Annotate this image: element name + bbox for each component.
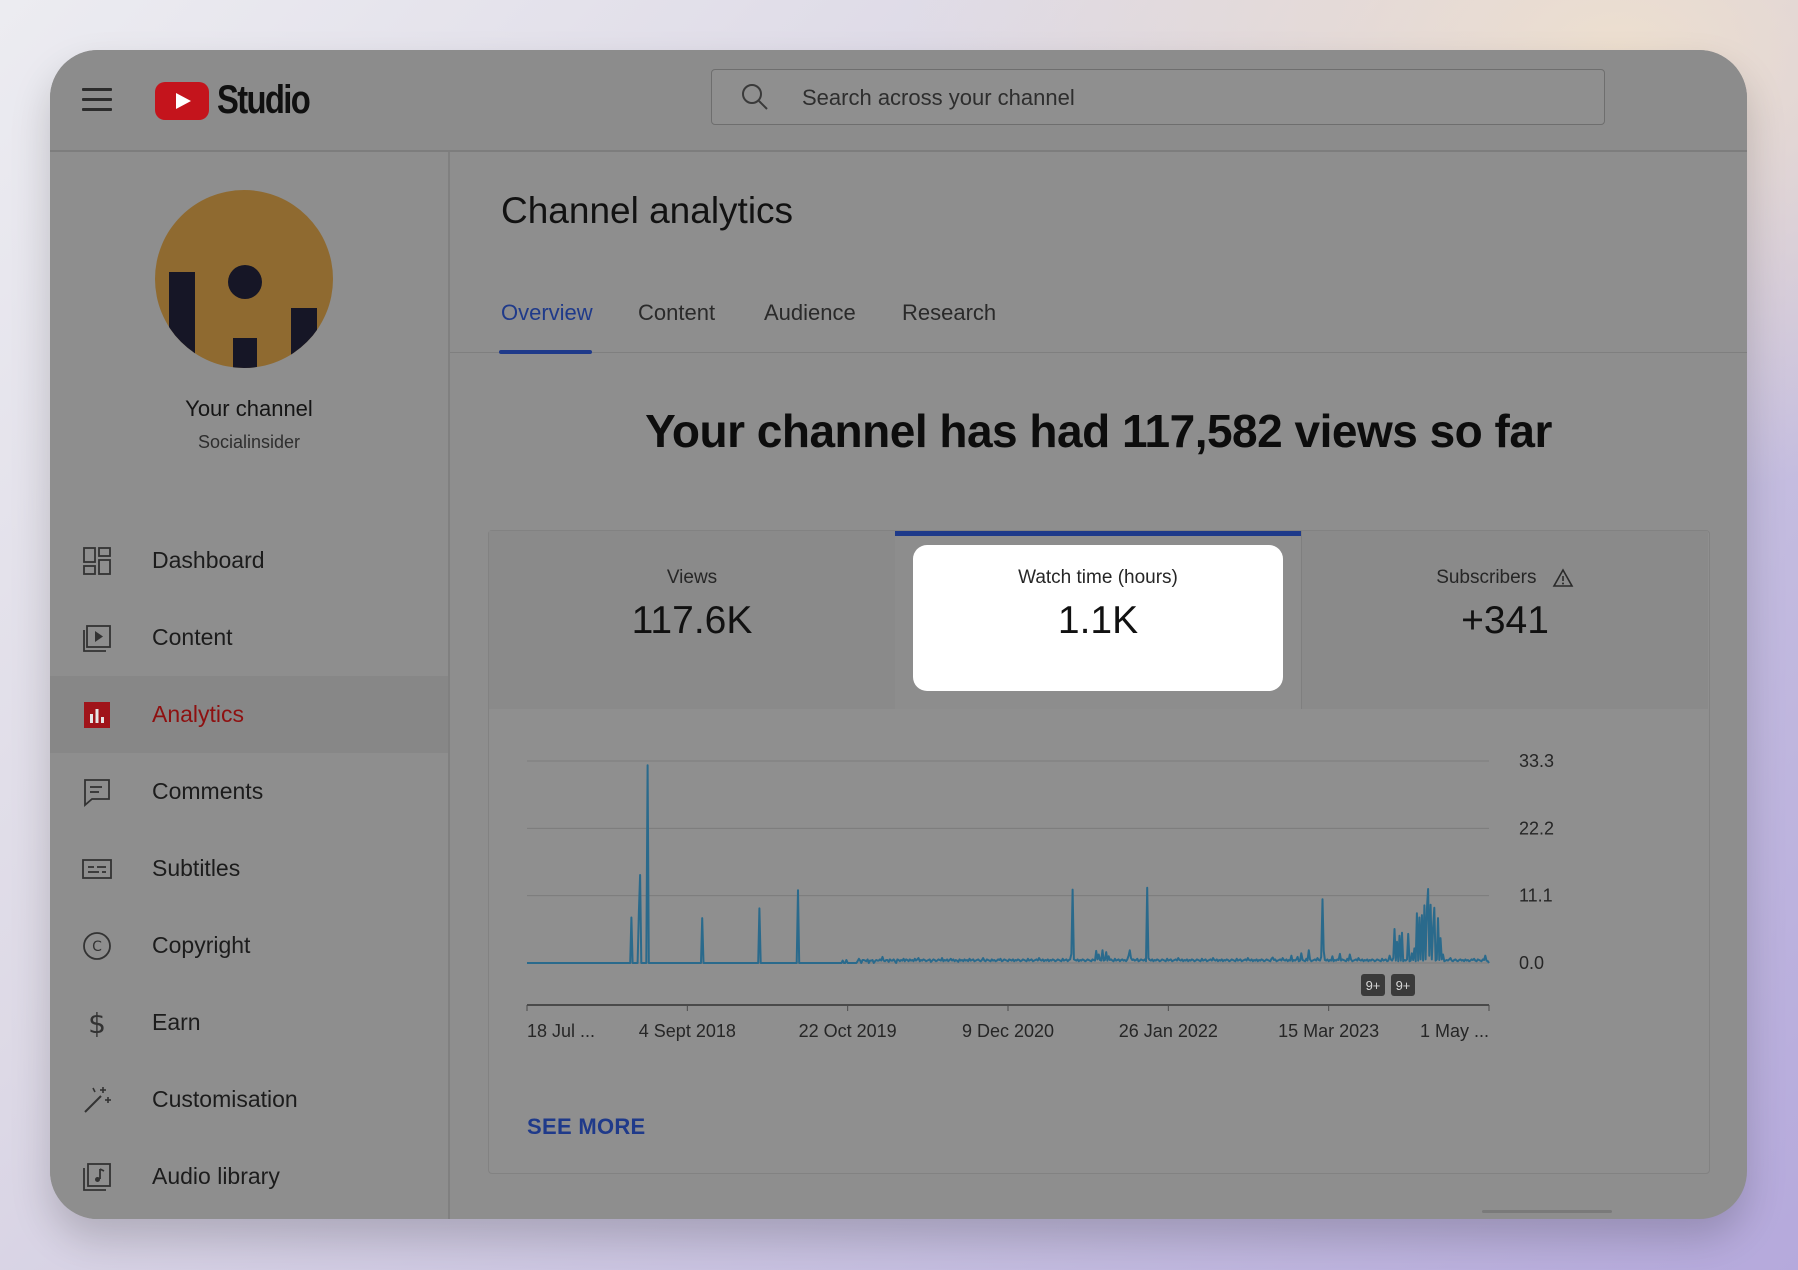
views-headline: Your channel has had 117,582 views so fa… bbox=[645, 405, 1552, 457]
sidebar-item-customisation[interactable]: Customisation bbox=[50, 1061, 448, 1138]
x-tick-label: 4 Sept 2018 bbox=[639, 1021, 736, 1041]
customisation-icon bbox=[80, 1083, 114, 1117]
search-bar[interactable] bbox=[711, 69, 1605, 125]
warning-icon[interactable] bbox=[1552, 568, 1574, 588]
search-icon bbox=[742, 84, 768, 110]
page-title: Channel analytics bbox=[501, 190, 794, 231]
sidebar-item-subtitles[interactable]: Subtitles bbox=[50, 830, 448, 907]
sidebar-item-content[interactable]: Content bbox=[50, 599, 448, 676]
menu-icon[interactable] bbox=[82, 88, 112, 112]
series-line bbox=[527, 764, 1490, 964]
sidebar-item-label: Audio library bbox=[152, 1163, 280, 1189]
comments-icon bbox=[80, 775, 114, 809]
metric-label: Views bbox=[666, 567, 718, 588]
annotation-label: 9+ bbox=[1396, 978, 1411, 993]
sidebar-nav: Dashboard Content Analytics Comments bbox=[50, 522, 448, 1215]
logo-text: Studio bbox=[217, 78, 311, 122]
x-tick-label: 22 Oct 2019 bbox=[799, 1021, 897, 1041]
metric-value: 117.6K bbox=[631, 599, 753, 642]
metric-value: 1.1K bbox=[1057, 599, 1139, 642]
dashboard-icon bbox=[80, 544, 114, 578]
y-tick-label: 11.1 bbox=[1519, 886, 1553, 906]
metric-label: Subscribers bbox=[1436, 567, 1537, 588]
metric-highlight bbox=[913, 545, 1283, 691]
audio-library-icon bbox=[80, 1160, 114, 1194]
youtube-play-icon bbox=[155, 81, 209, 120]
channel-avatar[interactable] bbox=[155, 190, 333, 368]
tab-research[interactable]: Research bbox=[902, 300, 997, 325]
selected-metric-indicator bbox=[895, 531, 1301, 536]
sidebar-item-label: Earn bbox=[152, 1009, 201, 1035]
metric-value: +341 bbox=[1461, 599, 1549, 642]
x-tick-label: 9 Dec 2020 bbox=[962, 1021, 1054, 1041]
subtitles-icon bbox=[80, 852, 114, 886]
tab-overview[interactable]: Overview bbox=[501, 300, 593, 325]
sidebar-item-label: Subtitles bbox=[152, 855, 241, 881]
sidebar-item-label: Analytics bbox=[152, 701, 245, 727]
sidebar-item-label: Comments bbox=[152, 778, 264, 804]
watch-time-chart: 33.3 22.2 11.1 0.0 18 Jul ... 4 Sept 2018 22 O… bbox=[526, 751, 1554, 1041]
sidebar-item-earn[interactable]: $ Earn bbox=[50, 984, 448, 1061]
analytics-tabs: Overview Content Audience Research bbox=[450, 272, 1747, 353]
tab-audience[interactable]: Audience bbox=[764, 300, 856, 325]
sidebar-item-comments[interactable]: Comments bbox=[50, 753, 448, 830]
scroll-indicator bbox=[1482, 1210, 1612, 1213]
earn-icon: $ bbox=[80, 1006, 114, 1040]
channel-name: Your channel bbox=[185, 396, 313, 421]
x-tick-label: 15 Mar 2023 bbox=[1278, 1021, 1379, 1041]
y-tick-label: 0.0 bbox=[1519, 953, 1544, 973]
sidebar-item-label: Customisation bbox=[152, 1086, 298, 1112]
svg-text:C: C bbox=[92, 939, 102, 955]
metric-views[interactable]: Views 117.6K bbox=[489, 531, 896, 709]
content-icon bbox=[80, 621, 114, 655]
sidebar-item-dashboard[interactable]: Dashboard bbox=[50, 522, 448, 599]
sidebar-item-label: Content bbox=[152, 624, 233, 650]
top-header: Studio bbox=[50, 50, 1747, 152]
sidebar-item-label: Dashboard bbox=[152, 547, 265, 573]
sidebar-item-analytics[interactable]: Analytics bbox=[50, 676, 448, 753]
annotation-badge bbox=[1361, 974, 1385, 996]
see-more-link[interactable]: SEE MORE bbox=[527, 1114, 646, 1139]
main-content: Channel analytics Overview Content Audie… bbox=[450, 152, 1747, 1219]
annotation-label: 9+ bbox=[1366, 978, 1381, 993]
sidebar-item-label: Copyright bbox=[152, 932, 251, 958]
x-tick-label: 26 Jan 2022 bbox=[1119, 1021, 1218, 1041]
svg-text:$: $ bbox=[88, 1007, 106, 1039]
channel-handle: Socialinsider bbox=[197, 432, 301, 452]
copyright-icon: C bbox=[80, 929, 114, 963]
metric-subscribers[interactable]: Subscribers +341 bbox=[1301, 531, 1708, 709]
sidebar-item-copyright[interactable]: C Copyright bbox=[50, 907, 448, 984]
y-tick-label: 33.3 bbox=[1519, 751, 1554, 771]
metric-label-wrap: Subscribers bbox=[1302, 567, 1708, 589]
sidebar-item-audio-library[interactable]: Audio library bbox=[50, 1138, 448, 1215]
sidebar: Your channel Socialinsider Dashboard Con… bbox=[50, 152, 450, 1219]
tab-content[interactable]: Content bbox=[638, 300, 716, 325]
studio-logo[interactable]: Studio bbox=[155, 78, 329, 123]
x-tick-label: 1 May ... bbox=[1420, 1021, 1489, 1041]
search-input[interactable] bbox=[800, 80, 1564, 116]
metric-watch-time[interactable]: Watch time (hours) 1.1K bbox=[895, 531, 1301, 709]
annotation-badge bbox=[1391, 974, 1415, 996]
metric-label: Watch time (hours) bbox=[1018, 567, 1178, 588]
analytics-icon bbox=[80, 698, 114, 732]
active-tab-indicator bbox=[499, 350, 592, 354]
studio-window: Studio Your channel Socialinsider Dashbo… bbox=[50, 50, 1747, 1219]
metrics-card: Views 117.6K Watch time (hours) 1.1K Sub… bbox=[488, 530, 1710, 1174]
x-tick-label: 18 Jul ... bbox=[527, 1021, 595, 1041]
y-tick-label: 22.2 bbox=[1519, 818, 1554, 838]
